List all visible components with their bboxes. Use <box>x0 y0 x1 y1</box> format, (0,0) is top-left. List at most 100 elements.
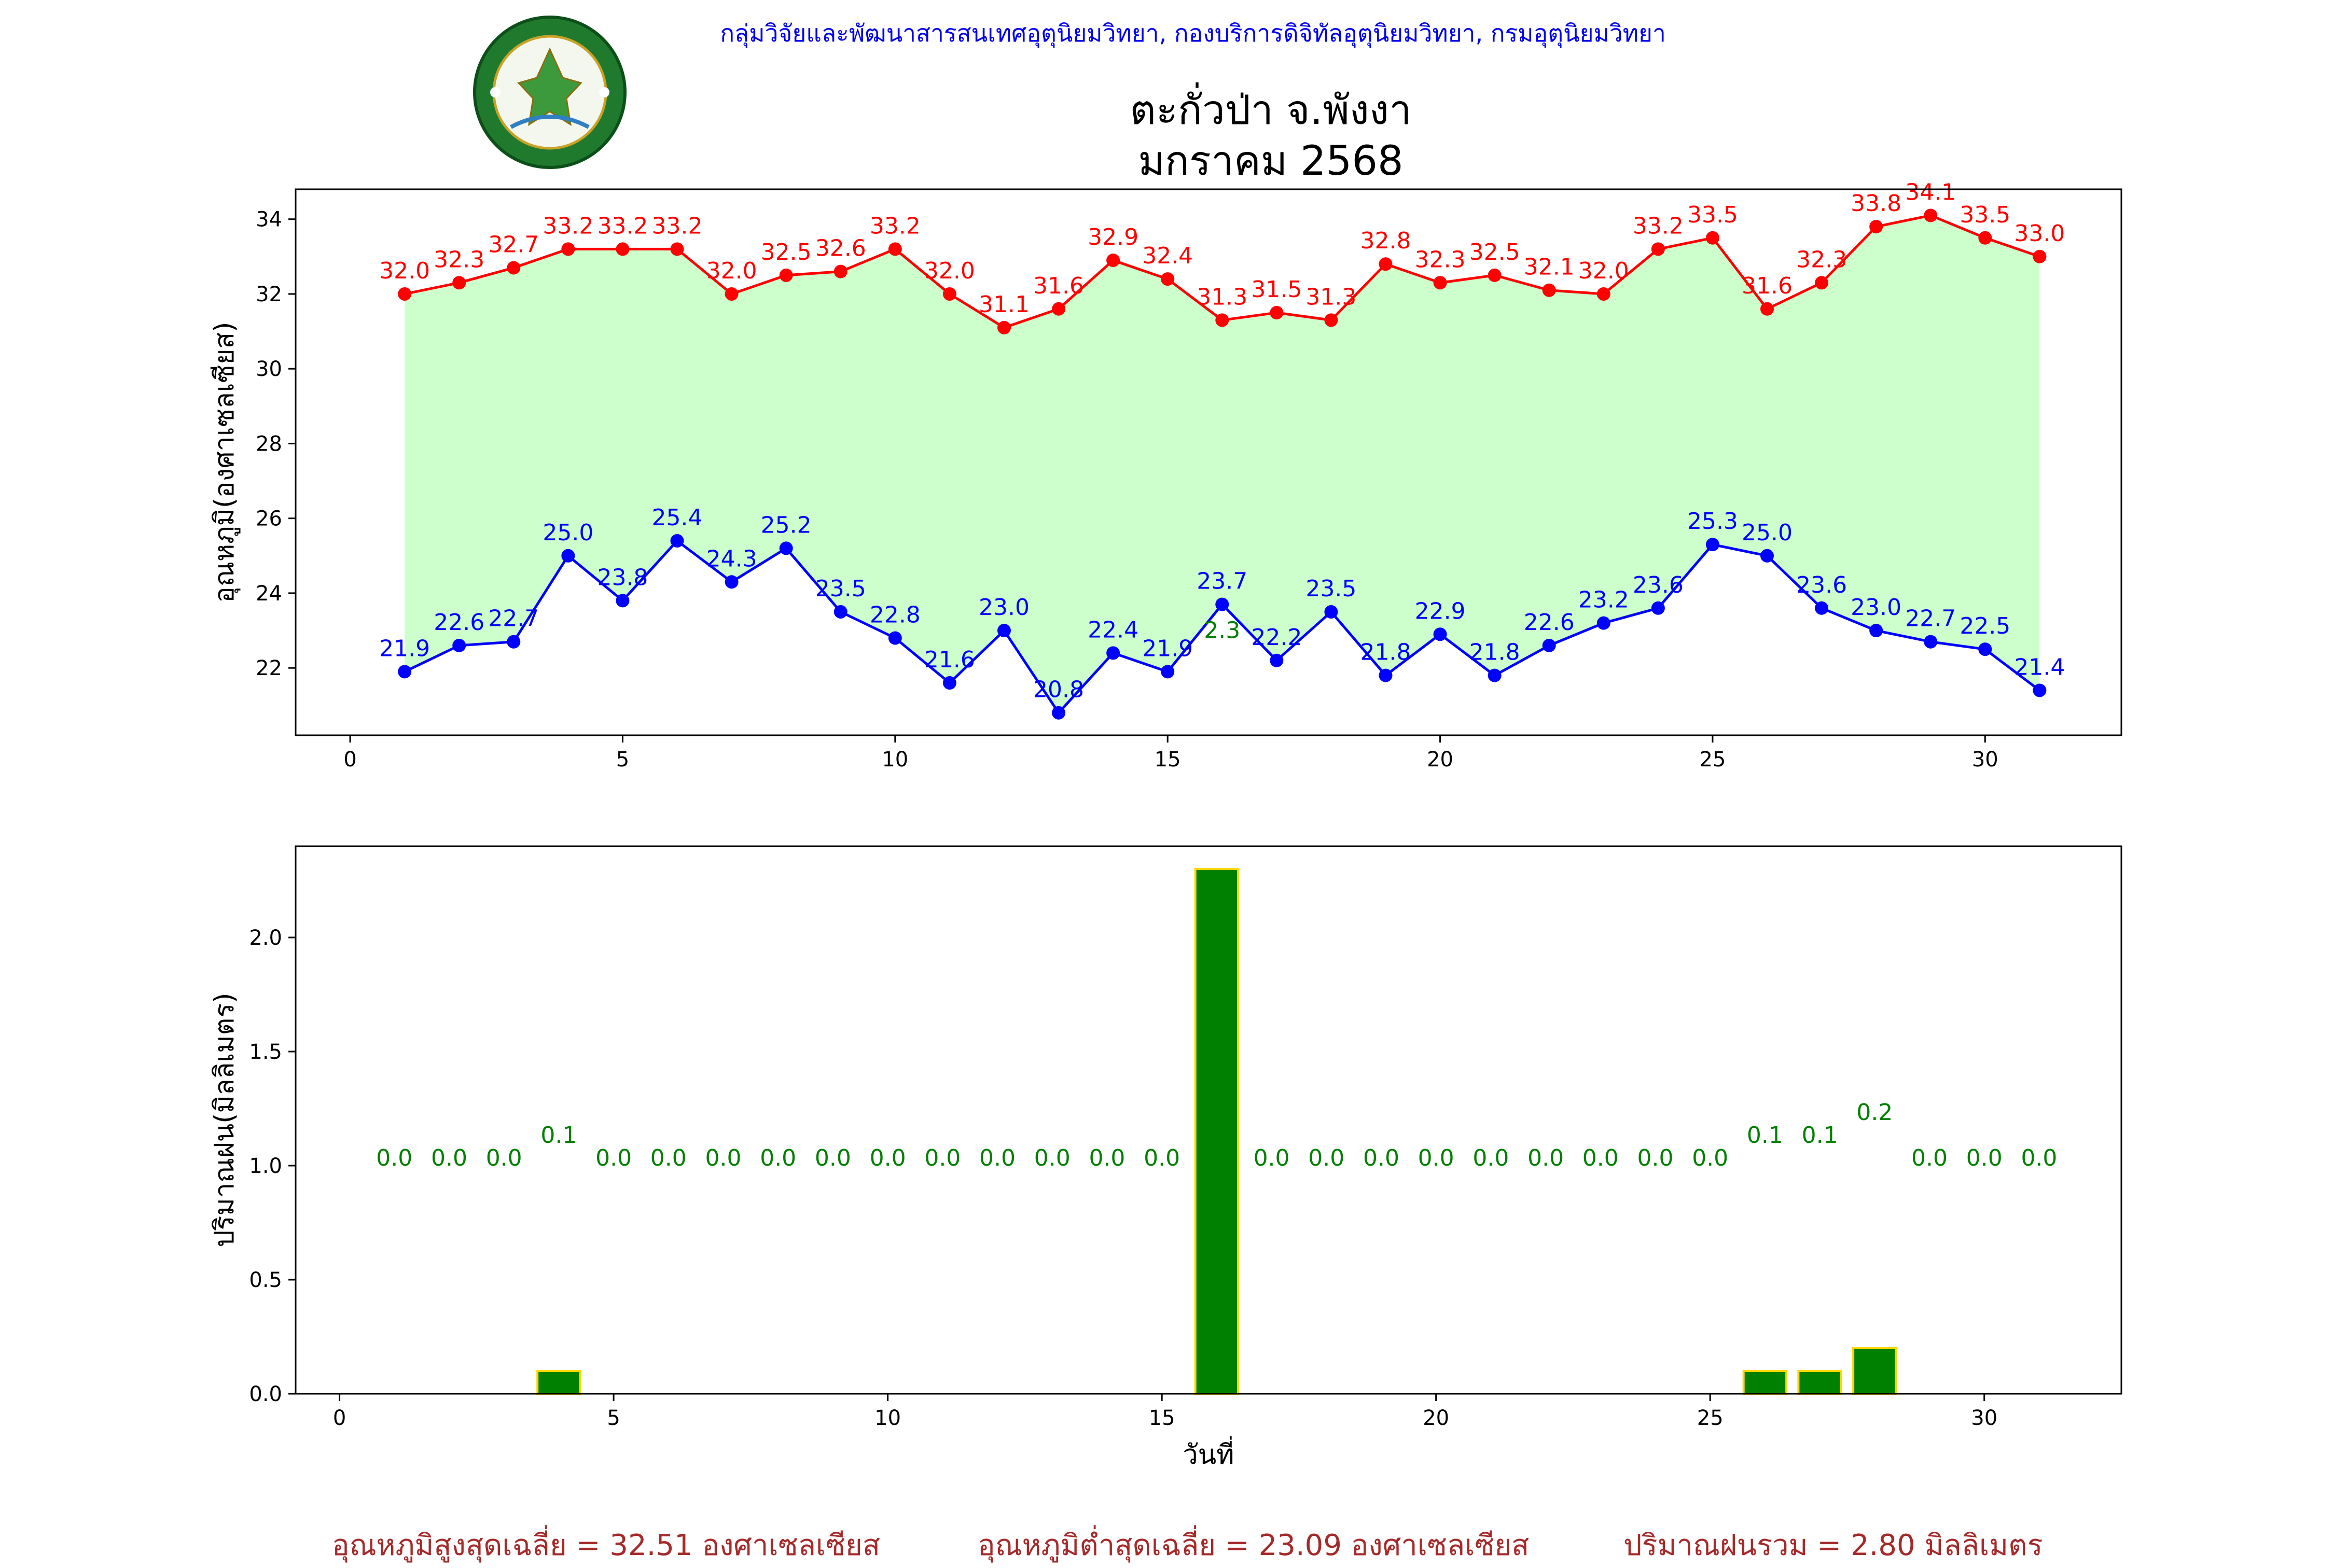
x-tick-label: 5 <box>607 1406 620 1430</box>
rainfall-value-label: 0.0 <box>1911 1145 1948 1171</box>
min-temperature-point <box>833 605 848 619</box>
footer-total-rain: ปริมาณฝนรวม = 2.80 มิลลิเมตร <box>1623 1529 2043 1562</box>
min-temperature-point <box>725 575 739 589</box>
min-temperature-label: 21.4 <box>2014 654 2065 680</box>
rainfall-value-label: 0.0 <box>1582 1145 1619 1171</box>
rainfall-x-axis-label: วันที่ <box>1183 1436 1234 1471</box>
min-temperature-point <box>1869 624 1883 638</box>
min-temperature-point <box>1651 601 1665 615</box>
max-temperature-point <box>1106 254 1120 268</box>
min-temperature-point <box>616 594 630 608</box>
rainfall-value-label: 0.0 <box>1418 1145 1454 1171</box>
max-temperature-label: 31.6 <box>1033 273 1084 299</box>
max-temperature-point <box>452 276 466 290</box>
max-temperature-point <box>561 242 575 256</box>
min-temperature-point <box>1596 616 1610 630</box>
min-temperature-label: 22.2 <box>1251 624 1302 651</box>
footer-avg-min: อุณหภูมิต่ำสุดเฉลี่ย = 23.09 องศาเซลเซีย… <box>978 1529 1530 1562</box>
rainfall-bar <box>1742 1370 1788 1395</box>
max-temperature-label: 33.2 <box>1633 213 1684 239</box>
min-temperature-point <box>1924 635 1938 649</box>
min-temperature-label: 22.7 <box>1905 606 1956 632</box>
max-temperature-point <box>997 320 1011 334</box>
max-temperature-point <box>1433 276 1447 290</box>
min-temperature-label: 25.3 <box>1687 508 1738 535</box>
max-temperature-label: 32.9 <box>1088 224 1138 250</box>
max-temperature-point <box>1161 272 1175 286</box>
min-temperature-point <box>1978 642 1992 656</box>
max-temperature-label: 32.0 <box>706 258 757 284</box>
min-temperature-point <box>997 624 1011 638</box>
max-temperature-point <box>1651 242 1665 256</box>
min-temperature-label: 21.9 <box>1142 635 1193 662</box>
max-temperature-label: 31.3 <box>1197 284 1247 310</box>
x-tick-label: 0 <box>343 748 356 772</box>
rainfall-value-label: 0.0 <box>815 1145 851 1171</box>
max-temperature-point <box>507 261 521 275</box>
min-temperature-label: 23.2 <box>1578 587 1629 613</box>
max-temperature-label: 33.8 <box>1851 190 1901 217</box>
max-temperature-label: 34.1 <box>1905 179 1956 205</box>
max-temperature-point <box>1215 313 1229 327</box>
rainfall-value-label: 0.0 <box>760 1145 796 1171</box>
x-tick-label: 15 <box>1155 748 1181 772</box>
min-temperature-label: 22.6 <box>1524 609 1575 636</box>
min-temperature-point <box>1324 605 1338 619</box>
rain-annotation-label: 2.3 <box>1204 617 1240 643</box>
rainfall-y-axis-label: ปริมาณฝน(มิลลิเมตร) <box>209 992 240 1247</box>
y-tick-label: 34 <box>256 208 282 232</box>
max-temperature-point <box>1705 231 1719 245</box>
y-tick-label: 1.5 <box>249 1040 282 1064</box>
max-temperature-label: 32.5 <box>761 239 812 265</box>
min-temperature-label: 25.2 <box>761 512 812 538</box>
max-temperature-point <box>1924 208 1938 222</box>
min-temperature-point <box>1379 668 1393 682</box>
max-temperature-label: 32.3 <box>1415 246 1466 273</box>
rainfall-value-label: 0.0 <box>1363 1145 1399 1171</box>
rainfall-value-label: 0.1 <box>1747 1122 1783 1149</box>
max-temperature-point <box>1815 276 1829 290</box>
max-temperature-label: 33.0 <box>2014 220 2065 247</box>
max-temperature-point <box>1488 268 1502 282</box>
max-temperature-point <box>779 268 793 282</box>
max-temperature-point <box>398 287 412 301</box>
max-temperature-label: 32.3 <box>434 246 484 273</box>
x-tick-label: 30 <box>1972 748 1998 772</box>
min-temperature-label: 23.8 <box>597 564 648 591</box>
rainfall-value-label: 0.1 <box>540 1122 577 1149</box>
rainfall-value-label: 0.0 <box>1034 1145 1071 1171</box>
y-tick-label: 32 <box>256 283 282 306</box>
plot-frame <box>295 845 2122 1395</box>
rainfall-value-label: 0.2 <box>1856 1099 1893 1126</box>
organization-line: กลุ่มวิจัยและพัฒนาสารสนเทศอุตุนิยมวิทยา,… <box>720 19 1666 47</box>
min-temperature-point <box>507 635 521 649</box>
min-temperature-label: 21.8 <box>1360 639 1411 666</box>
max-temperature-point <box>1324 313 1338 327</box>
max-temperature-label: 31.3 <box>1305 284 1356 310</box>
min-temperature-point <box>1106 646 1120 660</box>
rainfall-value-label: 0.0 <box>705 1145 742 1171</box>
min-temperature-label: 23.6 <box>1796 572 1847 598</box>
rainfall-value-label: 0.1 <box>1802 1122 1838 1149</box>
min-temperature-point <box>1052 706 1066 720</box>
max-temperature-label: 31.6 <box>1742 273 1793 299</box>
chart-subtitle: มกราคม 2568 <box>1138 138 1404 185</box>
y-tick-label: 1.0 <box>249 1154 282 1178</box>
min-temperature-point <box>942 676 956 690</box>
x-tick-label: 25 <box>1699 748 1726 772</box>
max-temperature-label: 33.5 <box>1960 202 2010 228</box>
min-temperature-label: 25.0 <box>543 520 593 546</box>
rainfall-value-label: 0.0 <box>1637 1145 1674 1171</box>
chart-title: ตะกั่วป่า จ.พังงา <box>1130 87 1412 134</box>
y-tick-label: 2.0 <box>249 926 282 950</box>
max-temperature-point <box>1052 302 1066 316</box>
x-tick-label: 30 <box>1971 1406 1997 1430</box>
min-temperature-label: 25.0 <box>1742 520 1793 546</box>
max-temperature-point <box>1379 257 1393 271</box>
min-temperature-point <box>561 549 575 563</box>
min-temperature-label: 22.4 <box>1088 617 1138 643</box>
y-tick-label: 0.0 <box>249 1382 282 1406</box>
rainfall-value-label: 0.0 <box>1254 1145 1290 1171</box>
rainfall-value-label: 0.0 <box>1472 1145 1509 1171</box>
